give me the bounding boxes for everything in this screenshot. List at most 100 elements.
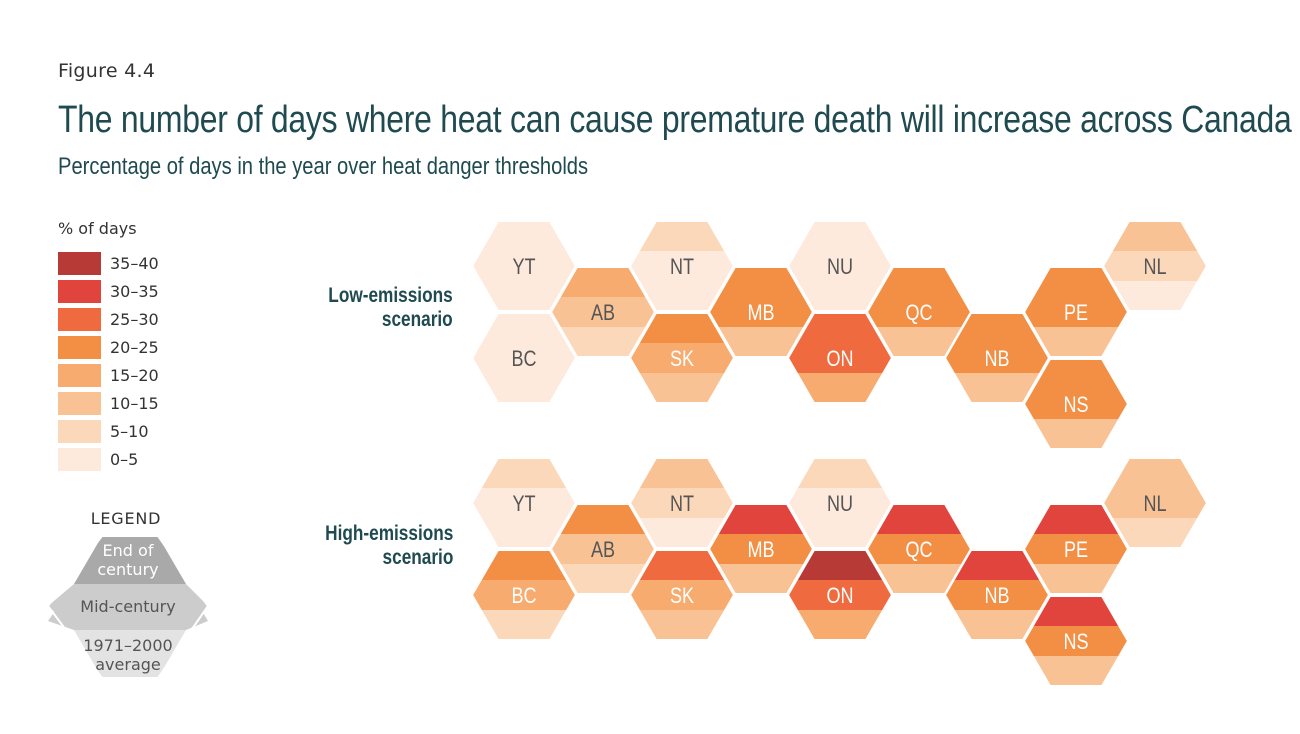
band-end-of-century — [480, 550, 568, 580]
legend-swatch — [58, 392, 101, 415]
legend-swatch — [58, 336, 101, 359]
scenario-label-high-text: High-emissions scenario — [324, 522, 453, 569]
province-hex-nu: NU — [786, 457, 894, 549]
legend-item: 35–40 — [58, 252, 238, 276]
key-bottom-line2: average — [95, 655, 161, 674]
band-end-of-century — [1032, 267, 1120, 297]
band-mid-century — [788, 488, 892, 518]
province-hex-nt: NT — [628, 220, 736, 312]
band-baseline — [480, 373, 568, 403]
scenario-label-low: Low-emissions scenario — [273, 284, 453, 332]
province-label: YT — [512, 492, 535, 516]
province-hex-ns: NS — [1022, 595, 1130, 687]
band-baseline — [638, 281, 726, 311]
band-mid-century — [551, 534, 655, 564]
band-mid-century — [1103, 488, 1207, 518]
band-baseline — [796, 518, 884, 548]
province-label: YT — [512, 255, 535, 279]
hex-outline — [628, 312, 736, 404]
legend-label: 10–15 — [110, 394, 159, 413]
band-mid-century — [788, 580, 892, 610]
legend-item: 25–30 — [58, 308, 238, 332]
hex-outline — [1022, 358, 1130, 450]
legend-label: 30–35 — [110, 282, 159, 301]
chart-title: The number of days where heat can cause … — [58, 99, 1292, 141]
band-end-of-century — [796, 550, 884, 580]
band-end-of-century — [559, 267, 647, 297]
band-mid-century — [1024, 389, 1128, 419]
province-label: SK — [670, 584, 695, 608]
band-end-of-century — [1032, 504, 1120, 534]
hex-outline — [470, 312, 578, 404]
legend-label: 5–10 — [110, 422, 149, 441]
band-end-of-century — [638, 550, 726, 580]
legend-item: 30–35 — [58, 280, 238, 304]
band-mid-century — [945, 343, 1049, 373]
band-baseline — [1111, 518, 1199, 548]
band-end-of-century — [796, 313, 884, 343]
hex-outline — [943, 312, 1051, 404]
legend-swatch — [58, 280, 101, 303]
band-end-of-century — [638, 313, 726, 343]
province-label: NL — [1143, 492, 1166, 516]
band-end-of-century — [717, 504, 805, 534]
band-mid-century — [788, 343, 892, 373]
hex-outline — [549, 503, 657, 595]
band-baseline — [638, 610, 726, 640]
province-label: NS — [1063, 630, 1088, 654]
legend-label: 25–30 — [110, 310, 159, 329]
province-label: AB — [591, 538, 615, 562]
band-mid-century — [472, 251, 576, 281]
band-baseline — [1032, 656, 1120, 686]
hex-outline — [943, 549, 1051, 641]
province-label: BC — [511, 347, 536, 371]
province-label: NU — [827, 492, 853, 516]
province-label: NT — [670, 492, 694, 516]
province-label: NS — [1063, 393, 1088, 417]
band-end-of-century — [1111, 221, 1199, 251]
province-label: ON — [826, 584, 853, 608]
province-label: NU — [827, 255, 853, 279]
band-end-of-century — [480, 221, 568, 251]
province-hex-mb: MB — [707, 503, 815, 595]
band-baseline — [717, 564, 805, 594]
band-baseline — [559, 327, 647, 357]
legend-swatch — [58, 448, 101, 471]
band-baseline — [638, 518, 726, 548]
band-end-of-century — [1111, 458, 1199, 488]
key-bottom-band — [74, 630, 186, 678]
band-mid-century — [788, 251, 892, 281]
legend-item: 20–25 — [58, 336, 238, 360]
legend-label: 15–20 — [110, 366, 159, 385]
band-baseline — [638, 373, 726, 403]
hex-outline — [628, 220, 736, 312]
band-mid-century — [709, 297, 813, 327]
province-hex-ns: NS — [1022, 358, 1130, 450]
band-baseline — [480, 281, 568, 311]
province-hex-bc: BC — [470, 549, 578, 641]
legend-item: 15–20 — [58, 364, 238, 388]
province-label: ON — [826, 347, 853, 371]
band-baseline — [717, 327, 805, 357]
legend-label: 0–5 — [110, 450, 139, 469]
hex-outline — [470, 220, 578, 312]
legend-swatch — [58, 308, 101, 331]
band-mid-century — [1103, 251, 1207, 281]
hex-outline — [1101, 457, 1209, 549]
hex-outline — [1022, 266, 1130, 358]
hex-outline — [786, 549, 894, 641]
band-mid-century — [709, 534, 813, 564]
band-end-of-century — [638, 221, 726, 251]
band-baseline — [796, 373, 884, 403]
hex-outline — [786, 220, 894, 312]
key-top-line2: century — [97, 560, 158, 579]
band-end-of-century — [875, 504, 963, 534]
band-mid-century — [867, 297, 971, 327]
province-label: QC — [905, 538, 932, 562]
band-mid-century — [945, 580, 1049, 610]
scenario-label-high: High-emissions scenario — [273, 522, 453, 570]
band-mid-century — [472, 488, 576, 518]
hex-outline — [786, 457, 894, 549]
legend-item: 10–15 — [58, 392, 238, 416]
province-label: NB — [984, 347, 1009, 371]
